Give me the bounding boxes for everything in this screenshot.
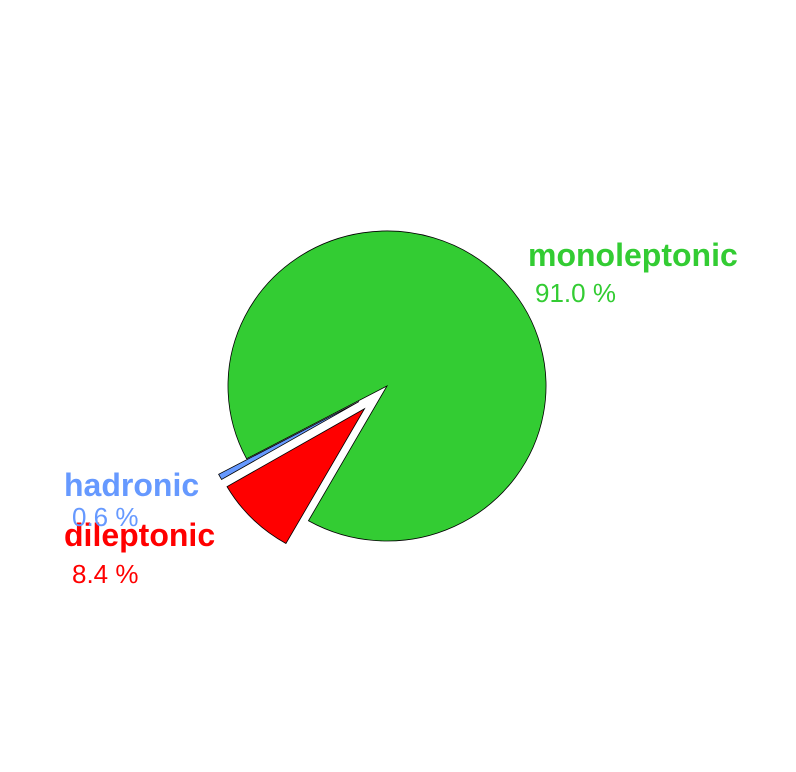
pie-slice-hadronic [218,401,360,480]
slice-label-dileptonic: dileptonic [64,517,215,553]
pie-slice-dileptonic [226,407,366,545]
pie-slice-monoleptonic [227,230,547,542]
slice-label-monoleptonic: monoleptonic [528,237,738,273]
slice-percent-monoleptonic: 91.0 % [535,278,616,308]
slice-percent-hadronic: 0.6 % [72,502,139,532]
slice-percent-dileptonic: 8.4 % [72,559,139,589]
slice-label-hadronic: hadronic [64,467,199,503]
